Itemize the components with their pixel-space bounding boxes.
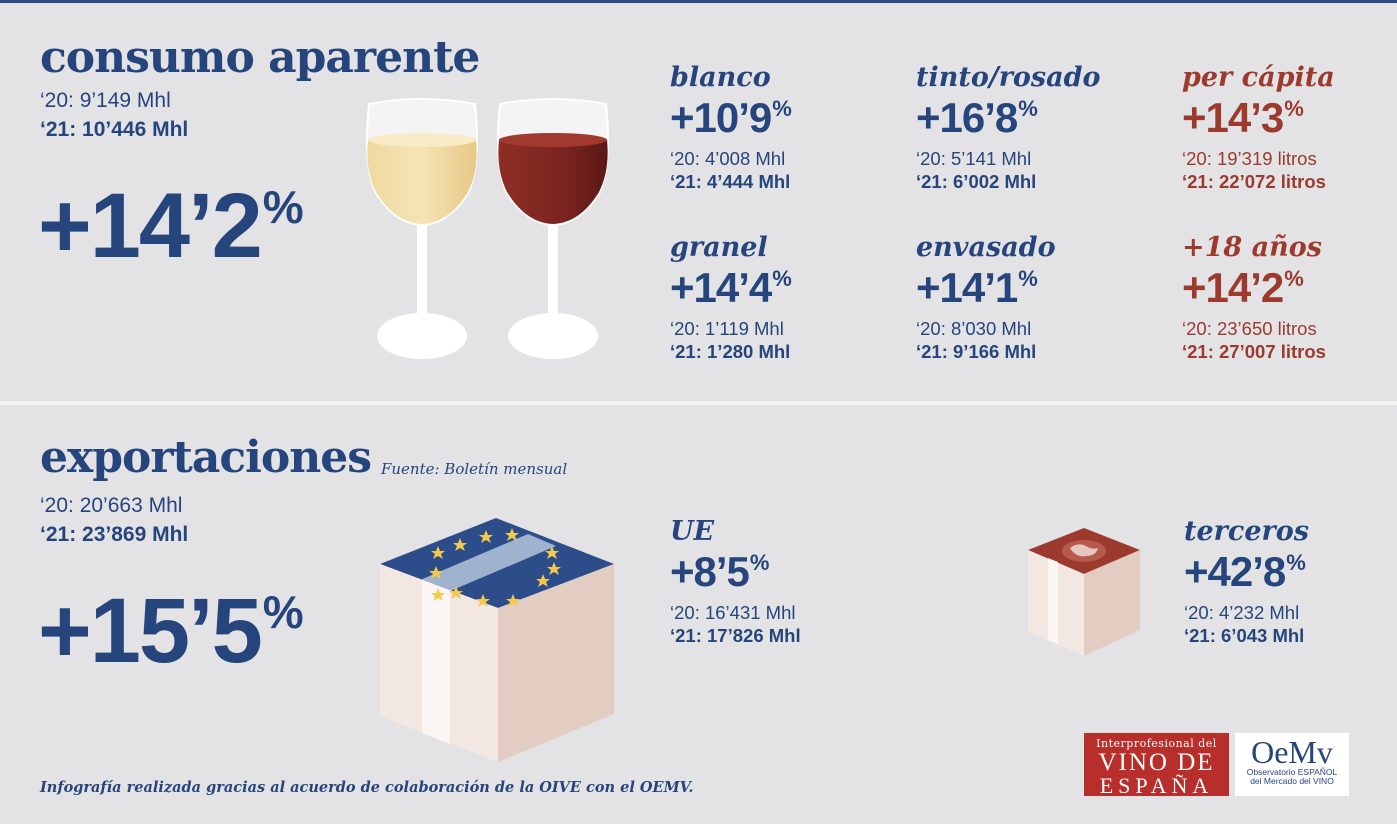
- consumo-pct-value: +14’2: [38, 175, 263, 277]
- category-prev: ‘20: 4’232 Mhl: [1184, 602, 1300, 623]
- category-pct: +14’2%: [1182, 267, 1326, 309]
- category-pct: +14’3%: [1182, 97, 1335, 139]
- category-label: +18 años: [1182, 232, 1322, 263]
- category-pct-value: +16’8: [916, 94, 1018, 141]
- white-wine-glass-icon: [366, 98, 478, 359]
- eu-box-icon: [380, 518, 614, 762]
- category-pct: +14’4%: [670, 267, 792, 309]
- wine-glasses-illustration: [366, 98, 609, 359]
- category-pct: +42’8%: [1184, 551, 1309, 593]
- oemv-logo-line2: del Mercado del VINO: [1250, 776, 1334, 787]
- export-category-ue: UE +8’5% ‘20: 16’431 Mhl ‘21: 17’826 Mhl: [670, 518, 801, 647]
- category-pct: +16’8%: [916, 97, 1101, 139]
- category-prev: ‘20: 4’008 Mhl: [670, 148, 786, 169]
- category-label: terceros: [1184, 516, 1309, 547]
- category-pct-symbol: %: [772, 96, 792, 121]
- category-pct-symbol: %: [1284, 96, 1304, 121]
- category-prev: ‘20: 8’030 Mhl: [916, 318, 1032, 339]
- oive-logo-line2: VINO DE: [1098, 749, 1215, 776]
- category-pct-value: +10’9: [670, 94, 772, 141]
- category-curr: ‘21: 17’826 Mhl: [670, 625, 801, 647]
- category-curr: ‘21: 4’444 Mhl: [670, 171, 791, 193]
- category-pct-symbol: %: [749, 550, 770, 575]
- category-granel: granel +14’4% ‘20: 1’119 Mhl ‘21: 1’280 …: [670, 234, 792, 363]
- red-wine-glass-icon: [497, 98, 609, 359]
- exportaciones-pct-value: +15’5: [38, 580, 263, 682]
- oemv-logo: OeMv Observatorio ESPAÑOL del Mercado de…: [1235, 733, 1349, 796]
- consumo-curr: ‘21: 10’446 Mhl: [40, 118, 189, 141]
- category-curr: ‘21: 9’166 Mhl: [916, 341, 1037, 363]
- category-pct: +10’9%: [670, 97, 792, 139]
- category-pct-symbol: %: [1286, 550, 1306, 575]
- section-divider: [0, 401, 1397, 405]
- top-rule: [0, 0, 1397, 3]
- terceros-box-illustration: [1028, 528, 1140, 656]
- category-label: blanco: [670, 62, 771, 93]
- category-prev: ‘20: 1’119 Mhl: [670, 318, 784, 339]
- category-curr: ‘21: 6’043 Mhl: [1184, 625, 1305, 647]
- category-pct-value: +8’5: [670, 548, 750, 595]
- oive-logo-line3: ESPAÑA: [1099, 773, 1214, 798]
- oive-logo-line1: Interprofesional del: [1096, 737, 1217, 750]
- category-prev: ‘20: 19’319 litros: [1182, 148, 1317, 169]
- exportaciones-pct: +15’5%: [38, 585, 304, 677]
- exportaciones-title: exportaciones: [40, 432, 372, 483]
- category-curr: ‘21: 22’072 litros: [1182, 171, 1326, 193]
- category-pct-value: +42’8: [1184, 548, 1286, 595]
- category-label: envasado: [916, 232, 1056, 263]
- footer-note: Infografía realizada gracias al acuerdo …: [40, 779, 694, 796]
- exportaciones-heading: exportaciones Fuente: Boletín mensual: [40, 436, 567, 480]
- category-curr: ‘21: 27’007 litros: [1182, 341, 1326, 363]
- world-box-icon: [1028, 528, 1140, 656]
- category-tinto-rosado: tinto/rosado +16’8% ‘20: 5’141 Mhl ‘21: …: [916, 64, 1101, 193]
- exportaciones-pct-symbol: %: [262, 586, 304, 638]
- category-prev: ‘20: 23’650 litros: [1182, 318, 1317, 339]
- consumo-prev: ‘20: 9’149 Mhl: [40, 89, 171, 112]
- consumo-pct: +14’2%: [38, 180, 304, 272]
- consumo-title: consumo aparente: [40, 32, 480, 83]
- oemv-logo-mark: OeMv: [1251, 734, 1333, 770]
- consumo-pct-symbol: %: [262, 181, 304, 233]
- category-pct-symbol: %: [1284, 266, 1304, 291]
- category-curr: ‘21: 1’280 Mhl: [670, 341, 791, 363]
- oive-logo: Interprofesional del VINO DE ESPAÑA: [1084, 733, 1229, 798]
- source-note: Fuente: Boletín mensual: [380, 460, 568, 478]
- export-category-terceros: terceros +42’8% ‘20: 4’232 Mhl ‘21: 6’04…: [1184, 518, 1309, 647]
- category-pct-value: +14’1: [916, 264, 1018, 311]
- category-label: per cápita: [1182, 62, 1335, 93]
- category-pct: +14’1%: [916, 267, 1056, 309]
- eu-box-illustration: [380, 518, 614, 762]
- category-pct-symbol: %: [1018, 96, 1038, 121]
- category-blanco: blanco +10’9% ‘20: 4’008 Mhl ‘21: 4’444 …: [670, 64, 792, 193]
- category-mayores-18: +18 años +14’2% ‘20: 23’650 litros ‘21: …: [1182, 234, 1326, 363]
- exportaciones-curr: ‘21: 23’869 Mhl: [40, 523, 189, 546]
- exportaciones-prev: ‘20: 20’663 Mhl: [40, 494, 183, 517]
- category-envasado: envasado +14’1% ‘20: 8’030 Mhl ‘21: 9’16…: [916, 234, 1056, 363]
- category-label: UE: [670, 516, 715, 547]
- oemv-logo-line1: Observatorio ESPAÑOL: [1246, 767, 1338, 777]
- category-prev: ‘20: 16’431 Mhl: [670, 602, 796, 623]
- category-pct: +8’5%: [670, 551, 801, 593]
- category-pct-symbol: %: [772, 266, 792, 291]
- category-pct-value: +14’4: [670, 264, 772, 311]
- category-pct-value: +14’2: [1182, 264, 1284, 311]
- category-curr: ‘21: 6’002 Mhl: [916, 171, 1037, 193]
- category-prev: ‘20: 5’141 Mhl: [916, 148, 1032, 169]
- category-label: tinto/rosado: [916, 62, 1101, 93]
- category-per-capita: per cápita +14’3% ‘20: 19’319 litros ‘21…: [1182, 64, 1335, 193]
- category-pct-value: +14’3: [1182, 94, 1284, 141]
- category-pct-symbol: %: [1018, 266, 1038, 291]
- category-label: granel: [670, 232, 768, 263]
